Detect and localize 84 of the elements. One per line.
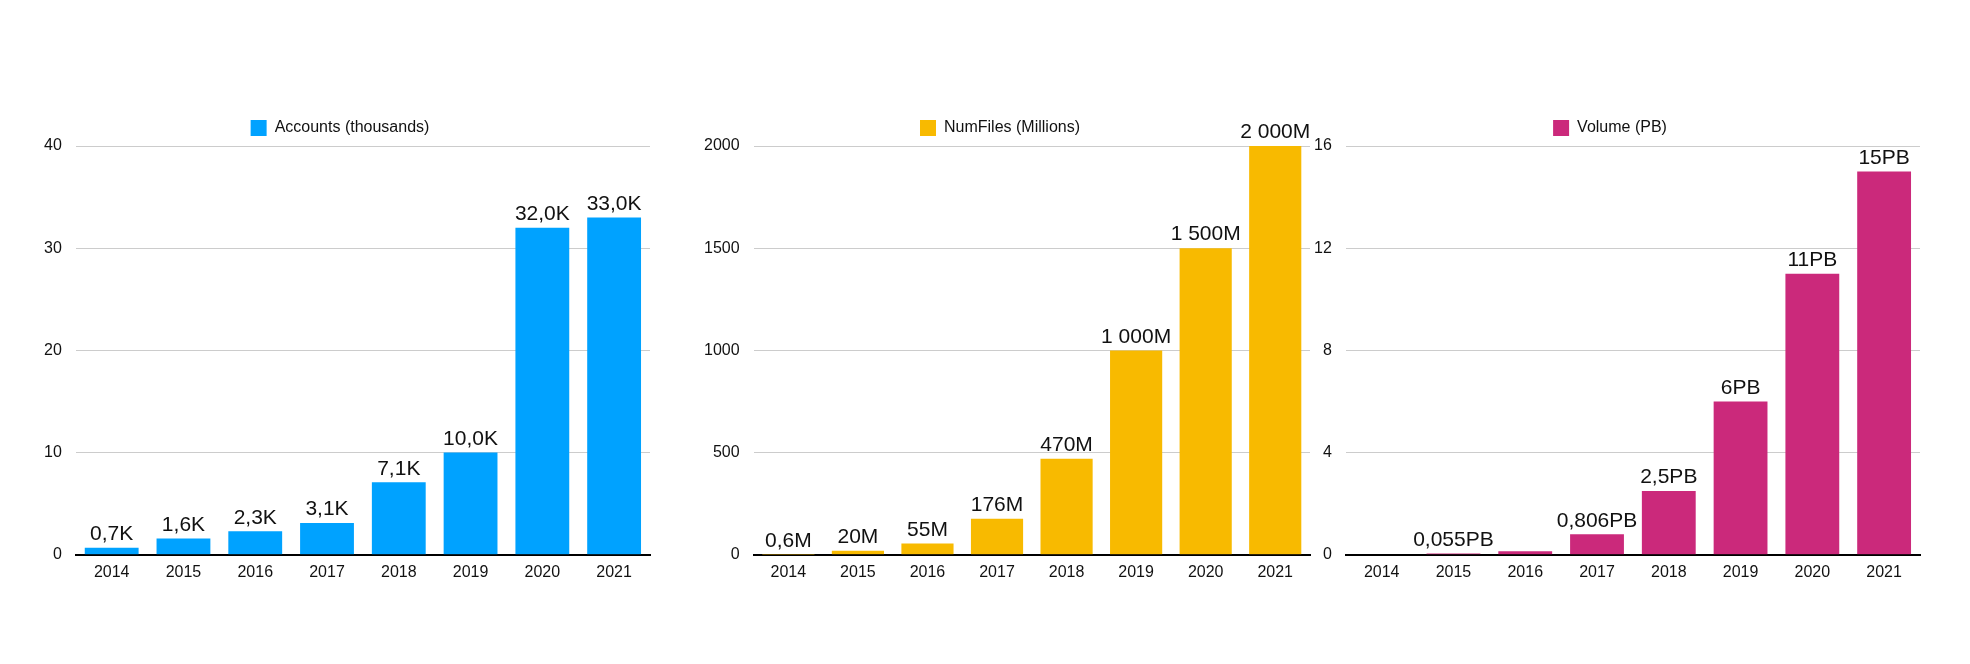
x-tick-label: 2018 — [380, 562, 417, 580]
y-tick-label: 2000 — [704, 136, 740, 154]
x-tick-label: 2020 — [1187, 562, 1224, 580]
y-tick-label: 20 — [44, 340, 62, 358]
x-tick-label: 2019 — [1118, 562, 1155, 580]
x-tick-label: 2019 — [1722, 562, 1759, 580]
y-tick-label: 500 — [712, 443, 740, 461]
x-tick-label: 2021 — [1866, 562, 1903, 580]
text: 470M — [1040, 432, 1093, 456]
bar — [1713, 401, 1768, 555]
bar — [228, 531, 283, 555]
x-tick-label: 2014 — [93, 562, 130, 580]
x-tick-label: 2020 — [1794, 562, 1831, 580]
x-tick-label: 2020 — [524, 562, 561, 580]
text: 20M — [837, 524, 879, 548]
x-tick-label: 2016 — [237, 562, 274, 580]
x-tick-label: 2015 — [165, 562, 202, 580]
bar — [1785, 273, 1840, 555]
x-tick-label: 2017 — [309, 562, 345, 580]
x-tick-label: 2021 — [596, 562, 633, 580]
bar — [1857, 171, 1912, 555]
text: 2 000M — [1240, 119, 1311, 143]
text: 55M — [907, 516, 948, 540]
bar — [515, 227, 570, 555]
legend-label: Volume (PB) — [1577, 118, 1667, 136]
text: 33,0K — [586, 190, 642, 214]
y-tick-label: 12 — [1314, 238, 1332, 256]
y-tick-label: 1000 — [704, 340, 740, 358]
y-tick-label: 0 — [1322, 545, 1332, 563]
x-tick-label: 2021 — [1257, 562, 1294, 580]
x-tick-label: 2018 — [1650, 562, 1687, 580]
text: 11PB — [1787, 247, 1838, 271]
x-tick-label: 2014 — [1363, 562, 1400, 580]
bar — [1249, 146, 1302, 555]
bar — [371, 482, 426, 555]
y-tick-label: 1500 — [704, 238, 740, 256]
y-tick-label: 4 — [1322, 443, 1332, 461]
text: 2,5PB — [1640, 464, 1698, 488]
bar — [443, 452, 498, 555]
x-tick-label: 2018 — [1048, 562, 1085, 580]
text: 0,806PB — [1556, 507, 1638, 531]
text: 7,1K — [377, 455, 421, 479]
bar — [901, 543, 954, 555]
y-tick-label: 0 — [730, 545, 740, 563]
x-tick-label: 2016 — [909, 562, 946, 580]
text: 0,6M — [765, 527, 812, 551]
text: 32,0K — [514, 201, 570, 225]
text: 1 500M — [1170, 221, 1241, 245]
text: 176M — [970, 492, 1024, 516]
y-tick-label: 30 — [44, 238, 62, 256]
text: 0,7K — [90, 520, 134, 544]
text: 2,3K — [233, 504, 277, 528]
bar — [970, 518, 1024, 555]
bar — [1641, 490, 1696, 555]
x-tick-label: 2017 — [979, 562, 1015, 580]
x-tick-label: 2015 — [840, 562, 876, 580]
y-tick-label: 40 — [44, 136, 62, 154]
text: 6PB — [1720, 374, 1761, 398]
y-tick-label: 16 — [1314, 136, 1332, 154]
bar — [84, 547, 139, 555]
text: 15PB — [1858, 144, 1910, 168]
y-tick-label: 8 — [1322, 340, 1332, 358]
bar — [1498, 551, 1553, 555]
bar — [1040, 458, 1093, 555]
text: 1 000M — [1101, 323, 1172, 347]
y-tick-label: 10 — [44, 443, 62, 461]
x-tick-label: 2015 — [1435, 562, 1472, 580]
text: 0,055PB — [1413, 526, 1494, 550]
x-tick-label: 2016 — [1507, 562, 1544, 580]
x-tick-label: 2017 — [1579, 562, 1615, 580]
x-tick-label: 2014 — [770, 562, 807, 580]
bar — [587, 217, 642, 555]
y-tick-label: 0 — [52, 545, 62, 563]
bar — [156, 538, 211, 555]
bar — [1179, 248, 1232, 555]
bar — [1110, 350, 1163, 555]
x-tick-label: 2019 — [452, 562, 489, 580]
text: 3,1K — [305, 496, 349, 520]
bar — [1570, 534, 1624, 555]
text: 1,6K — [161, 511, 206, 535]
legend-label: NumFiles (Millions) — [944, 118, 1081, 136]
text: 10,0K — [443, 425, 499, 449]
legend-label: Accounts (thousands) — [274, 118, 430, 136]
bar — [300, 523, 354, 555]
